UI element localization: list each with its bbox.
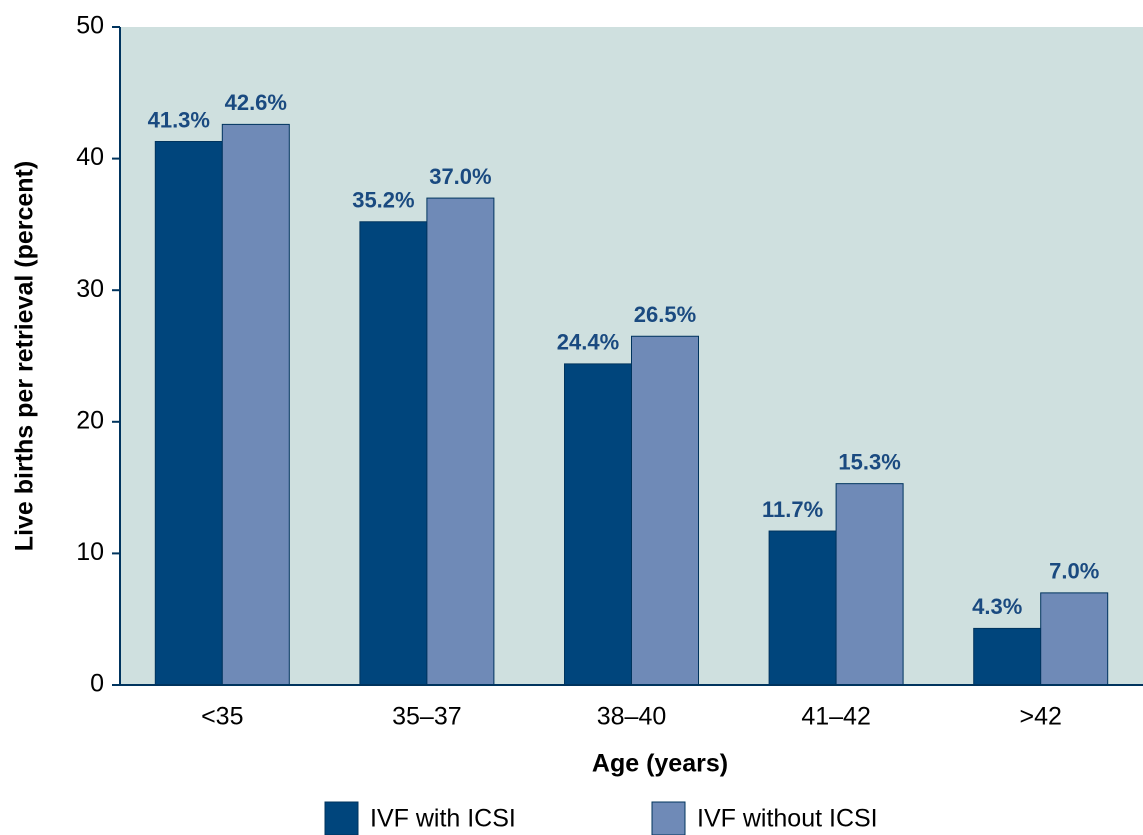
bar xyxy=(426,197,495,686)
legend-label: IVF without ICSI xyxy=(697,805,878,833)
bar xyxy=(768,530,837,686)
x-tick-label: <35 xyxy=(201,703,243,731)
y-tick-label: 30 xyxy=(76,275,104,303)
value-label: 15.3% xyxy=(838,449,900,474)
bar xyxy=(1040,592,1109,686)
bar xyxy=(973,627,1042,686)
x-axis-label: Age (years) xyxy=(592,750,728,778)
y-tick-label: 50 xyxy=(76,12,104,40)
bar xyxy=(359,221,428,686)
legend-label: IVF with ICSI xyxy=(370,805,516,833)
y-tick-label: 10 xyxy=(76,538,104,566)
value-label: 26.5% xyxy=(634,302,696,327)
bar xyxy=(564,363,632,686)
value-label: 41.3% xyxy=(148,107,210,132)
y-tick-label: 0 xyxy=(90,670,104,698)
bar xyxy=(154,140,223,686)
y-tick-label: 20 xyxy=(76,406,104,434)
bar xyxy=(835,483,904,686)
legend-swatch xyxy=(651,801,686,835)
y-axis-label: Live births per retrieval (percent) xyxy=(11,161,39,551)
value-label: 24.4% xyxy=(557,330,619,355)
value-label: 7.0% xyxy=(1049,559,1099,584)
y-tick-label: 40 xyxy=(76,143,104,171)
x-tick-label: >42 xyxy=(1019,703,1061,731)
value-label: 11.7% xyxy=(762,497,823,522)
bar xyxy=(221,123,290,686)
value-label: 35.2% xyxy=(352,188,414,213)
legend-swatch xyxy=(324,801,359,835)
value-label: 4.3% xyxy=(972,594,1022,619)
value-label: 37.0% xyxy=(429,164,491,189)
x-tick-label: 35–37 xyxy=(392,703,462,731)
bar xyxy=(631,335,699,686)
x-tick-label: 38–40 xyxy=(597,703,667,731)
value-label: 42.6% xyxy=(225,90,287,115)
x-tick-label: 41–42 xyxy=(801,703,871,731)
